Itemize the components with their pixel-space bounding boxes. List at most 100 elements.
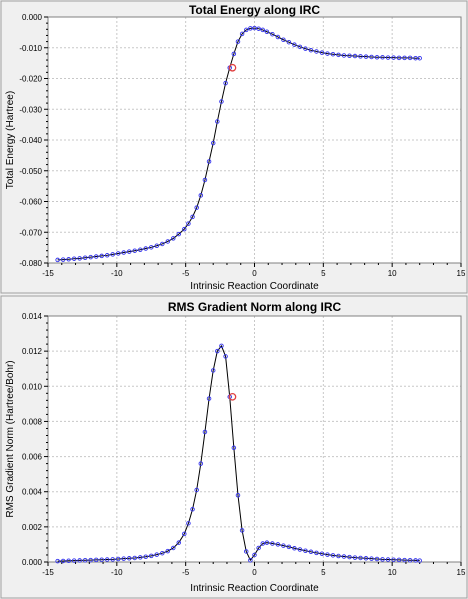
data-point: [380, 557, 385, 562]
data-point: [104, 557, 110, 562]
data-point: [385, 55, 391, 60]
y-tick-label: -0.040: [19, 136, 42, 145]
data-point: [210, 140, 216, 146]
x-tick-label: -5: [182, 568, 190, 577]
data-point: [160, 550, 165, 556]
data-point: [215, 119, 220, 124]
x-tick-label: 5: [321, 568, 326, 577]
x-axis-label: Intrinsic Reaction Coordinate: [190, 281, 319, 292]
x-tick-label: -15: [42, 568, 54, 577]
data-point: [110, 252, 115, 257]
data-point: [190, 214, 195, 220]
data-point: [66, 257, 71, 262]
x-tick-label: -10: [111, 269, 123, 278]
data-point: [402, 55, 407, 61]
data-point: [363, 556, 369, 561]
data-point: [82, 557, 88, 563]
data-point: [314, 550, 319, 556]
data-point: [252, 25, 257, 31]
data-point: [281, 543, 286, 548]
data-point: [363, 54, 369, 59]
data-point: [297, 547, 303, 552]
data-point: [396, 55, 402, 61]
data-point: [256, 26, 261, 31]
data-point: [369, 556, 374, 561]
data-point: [194, 205, 199, 210]
data-point: [165, 239, 171, 244]
data-point: [402, 557, 407, 563]
y-tick-label: 0.012: [22, 347, 43, 356]
data-point: [143, 246, 148, 251]
data-point: [115, 556, 121, 562]
data-point: [148, 245, 154, 250]
data-point: [121, 250, 126, 255]
data-point: [243, 549, 249, 554]
data-point: [391, 55, 396, 60]
highlighted-point: [228, 392, 237, 401]
data-point: [417, 55, 422, 61]
data-point: [182, 531, 187, 537]
x-tick-label: 15: [457, 269, 466, 278]
highlighted-point: [228, 63, 237, 72]
data-point: [198, 461, 204, 466]
data-point: [88, 254, 93, 260]
data-point: [99, 253, 104, 259]
data-point: [186, 221, 191, 226]
data-point: [260, 541, 266, 546]
data-point: [110, 557, 115, 562]
data-point: [358, 54, 363, 59]
data-point: [374, 55, 380, 60]
data-point: [55, 558, 60, 564]
data-point: [286, 544, 292, 550]
data-point: [194, 487, 199, 493]
data-point: [55, 257, 60, 263]
y-tick-label: 0.002: [22, 523, 43, 532]
data-point: [115, 251, 121, 256]
chart-title: Total Energy along IRC: [189, 3, 320, 17]
data-point: [198, 193, 204, 198]
data-point: [417, 558, 422, 563]
data-point: [248, 557, 253, 563]
data-point: [202, 177, 208, 183]
data-point: [314, 49, 319, 54]
data-point: [223, 80, 228, 86]
data-point: [206, 159, 212, 164]
data-point: [143, 554, 148, 559]
data-point: [206, 396, 212, 401]
data-point: [171, 545, 176, 551]
data-point: [66, 558, 71, 564]
data-point: [176, 231, 182, 237]
data-point: [319, 551, 325, 556]
y-tick-label: 0.008: [22, 417, 43, 426]
data-point: [336, 553, 341, 559]
data-point: [341, 554, 347, 559]
data-point: [248, 26, 253, 31]
y-tick-label: 0.006: [22, 453, 43, 462]
data-point: [243, 27, 249, 33]
data-point: [235, 39, 241, 44]
y-axis-label: Total Energy (Hartree): [5, 91, 16, 189]
data-point: [223, 354, 228, 359]
x-axis-label: Intrinsic Reaction Coordinate: [190, 583, 319, 594]
data-point: [352, 53, 358, 59]
x-tick-label: 10: [388, 568, 397, 577]
data-point: [202, 429, 208, 435]
data-point: [407, 557, 413, 563]
data-point: [60, 257, 66, 262]
x-tick-label: 15: [457, 568, 466, 577]
data-point: [104, 253, 110, 258]
data-point: [160, 241, 165, 247]
data-point: [308, 47, 314, 53]
data-point: [396, 557, 402, 563]
y-tick-label: -0.030: [19, 105, 42, 114]
data-point: [186, 521, 191, 526]
data-point: [297, 44, 303, 50]
data-point: [308, 549, 314, 555]
data-point: [264, 540, 270, 545]
data-point: [239, 31, 245, 37]
data-point: [391, 557, 396, 562]
y-tick-label: -0.080: [19, 259, 42, 268]
data-point: [77, 558, 82, 563]
data-point: [292, 546, 297, 551]
